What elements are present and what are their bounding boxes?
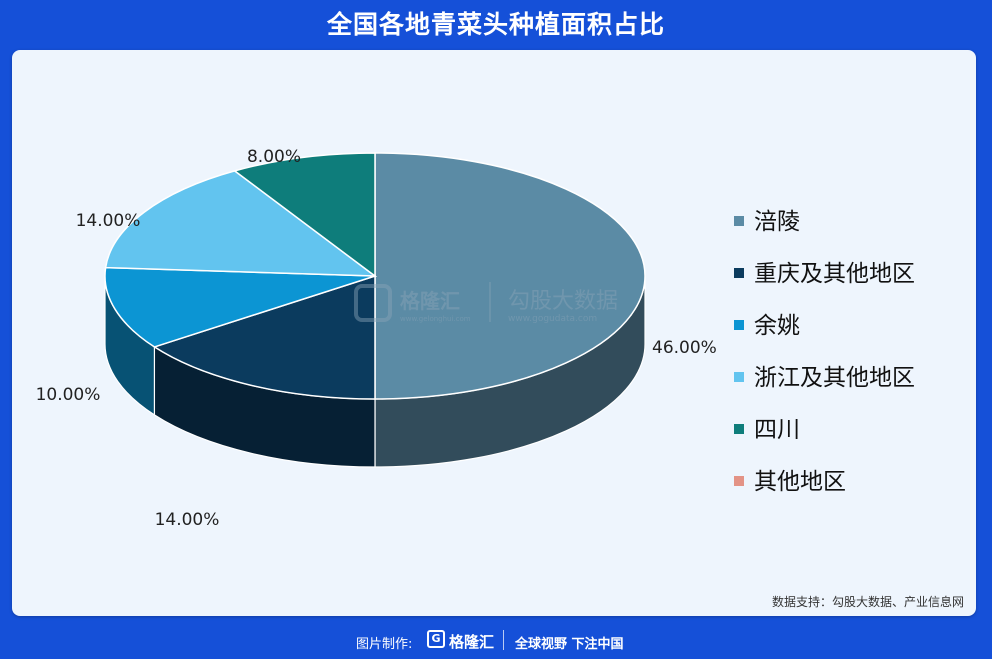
pie-slice-浙江及其他地区 xyxy=(104,170,378,277)
watermark-data-cn: 勾股大数据 xyxy=(508,289,618,314)
data-label-涪陵: 46.00% xyxy=(652,338,717,358)
pie-slice-四川 xyxy=(233,152,376,278)
footer-divider xyxy=(503,630,504,650)
legend-swatch-其他地区 xyxy=(734,476,744,486)
data-label-四川: 8.00% xyxy=(247,147,301,167)
legend-label-涪陵: 涪陵 xyxy=(754,209,800,235)
legend-swatch-浙江及其他地区 xyxy=(734,372,744,382)
footer: 图片制作: G 格隆汇 全球视野 下注中国 xyxy=(0,622,992,659)
legend-label-重庆及其他地区: 重庆及其他地区 xyxy=(754,261,915,287)
footer-slogan: 全球视野 下注中国 xyxy=(515,637,624,652)
source-note: 数据支持：勾股大数据、产业信息网 xyxy=(772,594,964,609)
footer-made-by: 图片制作: xyxy=(356,637,413,652)
pie-chart: 格隆汇 www.gelonghui.com 勾股大数据 www.gogudata… xyxy=(36,147,964,609)
watermark-brand-url: www.gelonghui.com xyxy=(400,315,471,323)
chart-card: 格隆汇 www.gelonghui.com 勾股大数据 www.gogudata… xyxy=(12,50,976,616)
pie-slice-涪陵 xyxy=(374,152,646,400)
watermark-brand-cn: 格隆汇 xyxy=(400,289,460,313)
pie-slice-余姚 xyxy=(104,266,376,348)
legend-label-余姚: 余姚 xyxy=(754,313,800,339)
data-label-浙江及其他地区: 14.00% xyxy=(76,211,141,231)
legend-label-浙江及其他地区: 浙江及其他地区 xyxy=(754,365,915,391)
page-title: 全国各地青菜头种植面积占比 xyxy=(326,10,665,39)
gelonghui-logo-icon xyxy=(354,284,392,322)
watermark-data-url: www.gogudata.com xyxy=(508,314,597,324)
data-label-余姚: 10.00% xyxy=(36,385,101,405)
legend-swatch-余姚 xyxy=(734,320,744,330)
legend-label-四川: 四川 xyxy=(754,417,800,443)
pie-slice-重庆及其他地区 xyxy=(152,274,376,400)
watermark: 格隆汇 www.gelonghui.com 勾股大数据 www.gogudata… xyxy=(354,282,618,324)
legend-swatch-四川 xyxy=(734,424,744,434)
data-label-重庆及其他地区: 14.00% xyxy=(155,510,220,530)
legend-swatch-重庆及其他地区 xyxy=(734,268,744,278)
gelonghui-logo-icon: G xyxy=(427,630,445,648)
footer-logo-text: 格隆汇 xyxy=(449,633,495,651)
legend-label-其他地区: 其他地区 xyxy=(754,469,846,495)
legend-swatch-涪陵 xyxy=(734,216,744,226)
